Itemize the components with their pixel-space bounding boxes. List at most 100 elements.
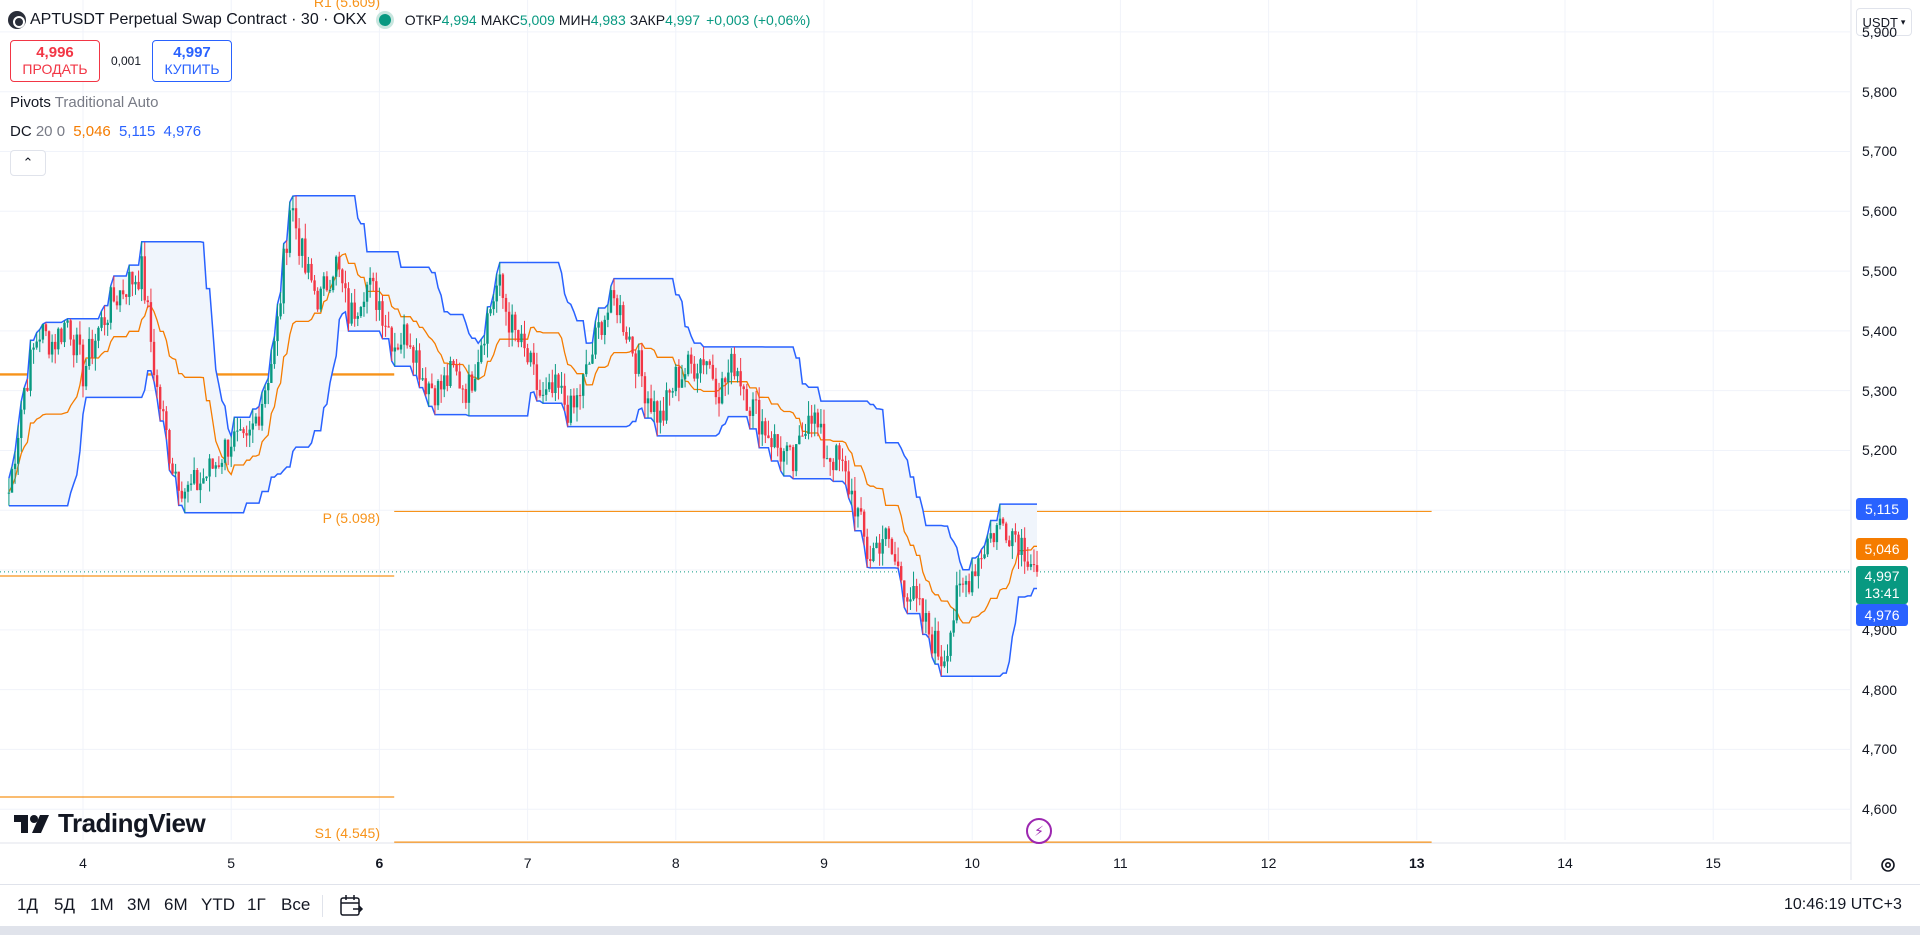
candle-body-50 bbox=[162, 409, 165, 412]
candle-body-98 bbox=[310, 263, 313, 281]
candle-body-172 bbox=[538, 389, 542, 396]
range-ytd-button[interactable]: YTD bbox=[201, 895, 235, 914]
candle-body-10 bbox=[38, 339, 41, 342]
candle-body-309 bbox=[961, 583, 965, 585]
range-1y-button[interactable]: 1Г bbox=[247, 895, 266, 914]
candle-body-317 bbox=[986, 538, 989, 555]
dc-indicator-legend[interactable]: DC 20 0 5,046 5,115 4,976 bbox=[10, 123, 201, 140]
candle-body-205 bbox=[640, 350, 644, 377]
candle-body-217 bbox=[677, 366, 681, 388]
candle-body-305 bbox=[949, 632, 952, 656]
candle-body-260 bbox=[810, 415, 813, 424]
tradingview-logo[interactable]: TradingView bbox=[14, 808, 206, 839]
candle-body-256 bbox=[798, 435, 801, 445]
candle-body-48 bbox=[155, 375, 159, 387]
candle-body-278 bbox=[866, 536, 869, 560]
candle-body-138 bbox=[433, 388, 437, 406]
candle-body-231 bbox=[720, 378, 724, 404]
price-tick-label: 4,600 bbox=[1862, 801, 1898, 818]
candle-body-15 bbox=[54, 341, 57, 350]
candle-body-242 bbox=[754, 399, 758, 401]
candle-body-101 bbox=[319, 288, 322, 310]
buy-button[interactable]: 4,997 КУПИТЬ bbox=[152, 40, 232, 82]
sell-price: 4,996 bbox=[36, 44, 74, 61]
candle-body-319 bbox=[992, 533, 996, 543]
sell-button[interactable]: 4,996 ПРОДАТЬ bbox=[10, 40, 100, 82]
candle-body-195 bbox=[609, 290, 613, 313]
low-value: 4,983 bbox=[590, 12, 626, 28]
candle-body-77 bbox=[245, 433, 248, 436]
candle-body-186 bbox=[581, 374, 585, 396]
candle-body-118 bbox=[372, 277, 375, 282]
range-5d-button[interactable]: 5Д bbox=[54, 895, 75, 914]
go-to-date-icon[interactable] bbox=[338, 893, 364, 919]
price-tick-label: 5,600 bbox=[1862, 203, 1898, 220]
candle-body-13 bbox=[47, 331, 51, 355]
candle-body-120 bbox=[378, 301, 381, 310]
candle-body-228 bbox=[711, 364, 715, 379]
candle-body-3 bbox=[16, 437, 20, 464]
candle-body-262 bbox=[816, 412, 820, 428]
candle-body-233 bbox=[727, 372, 730, 383]
lightning-icon[interactable]: ⚡ bbox=[1026, 818, 1052, 844]
candle-body-301 bbox=[937, 630, 940, 657]
settings-gear-icon[interactable] bbox=[1878, 855, 1898, 875]
range-1m-button[interactable]: 1М bbox=[90, 895, 114, 914]
price-chart[interactable] bbox=[0, 0, 1920, 880]
candle-body-269 bbox=[838, 445, 841, 460]
dc-upper-value: 5,115 bbox=[118, 123, 156, 140]
candle-body-289 bbox=[899, 566, 903, 581]
candle-body-94 bbox=[297, 228, 301, 256]
candle-body-124 bbox=[390, 327, 393, 352]
candle-body-189 bbox=[591, 354, 594, 364]
time-tick-label: 10 bbox=[964, 855, 980, 871]
candle-body-244 bbox=[761, 421, 764, 435]
candle-body-284 bbox=[884, 528, 887, 540]
candle-body-86 bbox=[273, 341, 276, 365]
candle-body-127 bbox=[399, 344, 403, 350]
candle-body-201 bbox=[628, 336, 631, 340]
candle-body-122 bbox=[384, 325, 387, 327]
candle-body-33 bbox=[109, 287, 112, 323]
candle-body-161 bbox=[504, 297, 508, 312]
candle-body-114 bbox=[359, 306, 363, 317]
price-tick-label: 5,900 bbox=[1862, 23, 1898, 40]
candle-body-235 bbox=[733, 353, 736, 377]
candle-body-7 bbox=[29, 349, 32, 391]
dc-basis-value: 5,046 bbox=[73, 123, 111, 140]
candle-body-129 bbox=[405, 324, 409, 346]
range-all-button[interactable]: Все bbox=[281, 895, 311, 914]
candle-body-56 bbox=[180, 490, 183, 499]
candle-body-73 bbox=[233, 431, 236, 447]
currency-selector[interactable]: USDT ▾ bbox=[1856, 8, 1912, 36]
candle-body-105 bbox=[331, 276, 335, 291]
candle-body-310 bbox=[964, 581, 968, 585]
time-tick-label: 4 bbox=[79, 855, 87, 871]
candle-body-316 bbox=[983, 554, 986, 559]
candle-body-92 bbox=[291, 208, 295, 211]
sell-label: ПРОДАТЬ bbox=[22, 61, 88, 77]
pivot-s1-label: S1 (4.545) bbox=[314, 825, 380, 841]
range-1d-button[interactable]: 1Д bbox=[17, 895, 38, 914]
range-3m-button[interactable]: 3М bbox=[127, 895, 151, 914]
candle-body-117 bbox=[368, 277, 372, 285]
collapse-legend-button[interactable]: ⌃ bbox=[10, 150, 46, 176]
candle-body-116 bbox=[365, 284, 369, 302]
candle-body-130 bbox=[409, 345, 412, 347]
candle-body-109 bbox=[344, 283, 347, 289]
candle-body-194 bbox=[606, 312, 610, 320]
range-6m-button[interactable]: 6М bbox=[164, 895, 188, 914]
candle-body-55 bbox=[177, 471, 180, 491]
candle-body-324 bbox=[1008, 540, 1011, 547]
candle-body-250 bbox=[779, 447, 782, 462]
candle-body-141 bbox=[443, 375, 446, 390]
pivots-indicator-legend[interactable]: Pivots Traditional Auto bbox=[10, 94, 158, 111]
candle-body-82 bbox=[260, 403, 264, 426]
candle-body-266 bbox=[828, 458, 832, 462]
candle-body-40 bbox=[131, 271, 134, 285]
clock-timezone[interactable]: 10:46:19 UTC+3 bbox=[1784, 896, 1902, 913]
symbol-title[interactable]: APTUSDT Perpetual Swap Contract · 30 · O… bbox=[30, 11, 367, 28]
candle-body-214 bbox=[668, 390, 671, 393]
dc-basis-price-tag: 5,046 bbox=[1856, 538, 1908, 560]
candle-body-240 bbox=[748, 410, 752, 416]
